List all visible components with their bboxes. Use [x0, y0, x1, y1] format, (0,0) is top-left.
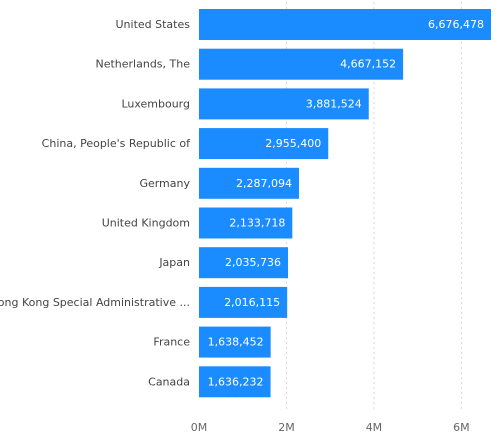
data-label: 6,676,478: [428, 18, 484, 31]
x-tick-label: 0M: [191, 421, 208, 434]
bars: [199, 9, 491, 398]
bar[interactable]: [199, 167, 300, 199]
category-label: France: [153, 336, 190, 349]
x-tick-label: 2M: [278, 421, 295, 434]
data-label: 2,035,736: [225, 256, 281, 269]
data-label: 2,016,115: [224, 296, 280, 309]
x-axis-ticks: 0M 2M 4M 6M: [191, 421, 470, 434]
category-label: Japan: [158, 256, 190, 269]
category-label: Luxembourg: [121, 97, 190, 110]
data-label: 2,955,400: [265, 137, 321, 150]
bar[interactable]: [199, 366, 271, 398]
data-label: 2,287,094: [236, 177, 292, 190]
category-label: United Kingdom: [102, 217, 190, 230]
value-labels: 6,676,478 4,667,152 3,881,524 2,955,400 2,28…: [208, 18, 484, 388]
data-label: 4,667,152: [340, 58, 396, 71]
bar[interactable]: [199, 247, 289, 279]
x-tick-label: 4M: [366, 421, 383, 434]
bar[interactable]: [199, 326, 271, 358]
bar[interactable]: [199, 9, 491, 40]
x-tick-label: 6M: [453, 421, 470, 434]
bar[interactable]: [199, 128, 329, 160]
category-label: Canada: [148, 375, 190, 388]
data-label: 1,638,452: [208, 336, 264, 349]
bar[interactable]: [199, 207, 293, 239]
category-label: Hong Kong Special Administrative ...: [0, 296, 190, 309]
bar[interactable]: [199, 286, 288, 318]
data-label: 3,881,524: [306, 97, 362, 110]
grid-lines: [285, 2, 462, 412]
bar[interactable]: [199, 88, 369, 120]
bar[interactable]: [199, 48, 404, 80]
category-label: China, People's Republic of: [42, 137, 191, 150]
data-label: 2,133,718: [229, 217, 285, 230]
category-label: Germany: [139, 177, 190, 190]
category-label: Netherlands, The: [95, 58, 190, 71]
category-label: United States: [116, 18, 191, 31]
data-label: 1,636,232: [208, 375, 264, 388]
category-labels: United States Netherlands, The Luxembourg C…: [0, 18, 191, 388]
